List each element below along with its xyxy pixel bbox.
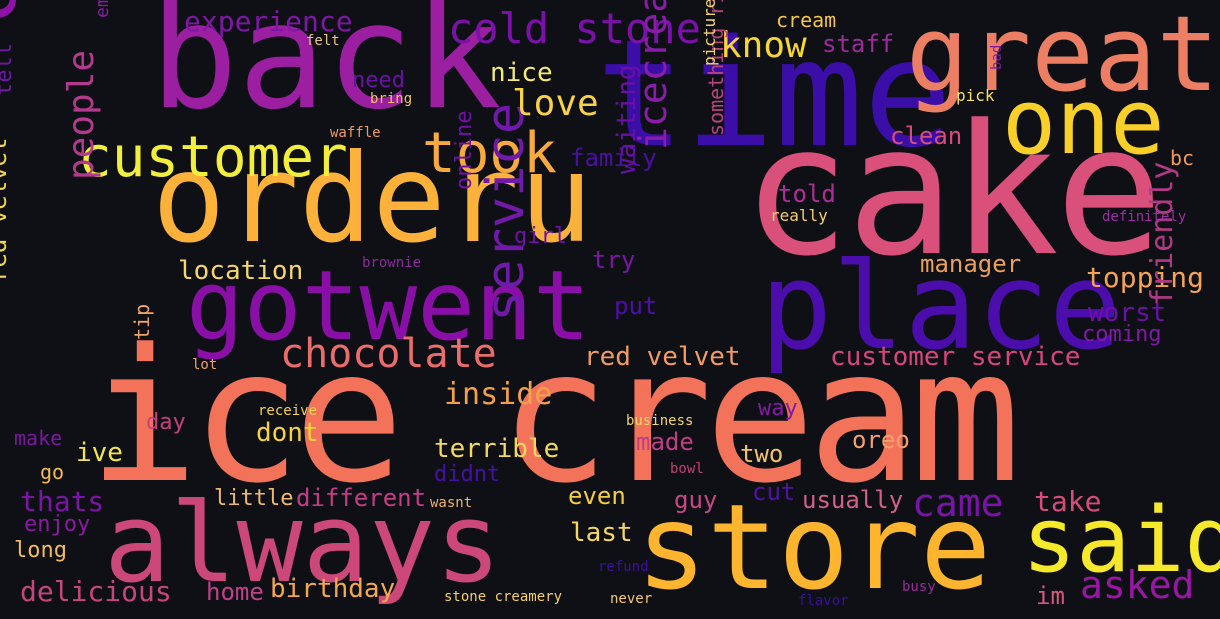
word-experience: experience: [184, 5, 353, 38]
word-birthday: birthday: [270, 574, 396, 604]
word-family: family: [570, 144, 657, 172]
word-one: one: [1002, 70, 1165, 175]
word-bad: bad: [989, 44, 1005, 70]
word-bowl: bowl: [670, 461, 704, 477]
word-receive: receive: [258, 403, 318, 419]
word-home: home: [206, 578, 264, 606]
word-felt: felt: [306, 33, 340, 49]
word-tell: tell: [0, 43, 17, 96]
word-red-velvet-vertical-visible: red velvet: [0, 137, 12, 283]
word-place: place: [760, 238, 1122, 377]
word-waiting: waiting: [612, 64, 642, 174]
word-inside: terrible: [434, 434, 560, 464]
word-coming: coming: [1082, 322, 1162, 347]
word-location: location: [178, 256, 304, 286]
word-dont: dont: [256, 418, 319, 448]
word-long: long: [14, 538, 67, 563]
word-wasnt: wasnt: [430, 495, 473, 511]
word-staff: staff: [822, 30, 895, 58]
word-said: said: [1022, 488, 1220, 593]
word-customer: customer: [78, 125, 348, 190]
word-clean: clean: [890, 122, 963, 150]
word-nice: nice: [490, 58, 553, 88]
word-never: never: [610, 591, 653, 607]
word-make: make: [14, 426, 63, 450]
word-definitely: definitely: [1102, 209, 1187, 225]
word-manager: manager: [920, 250, 1022, 278]
word-flavor: flavor: [798, 593, 849, 609]
word-way: way: [758, 396, 798, 421]
word-last: last: [570, 518, 633, 548]
word-ice-cream: ice cream: [88, 310, 1021, 524]
word-terrible: red velvet: [584, 342, 741, 372]
word-enjoy: enjoy: [24, 512, 91, 537]
word-cold-stone: cold stone: [448, 4, 701, 53]
word-gotwent: gotwent: [186, 250, 591, 362]
word-day: day: [146, 410, 186, 435]
word-back: back: [150, 0, 502, 142]
word-time: time: [596, 8, 953, 180]
word-business: business: [626, 413, 694, 429]
word-thats: thats: [20, 485, 105, 518]
word-cut: cut: [752, 478, 796, 506]
word-ordered: ordered: [0, 0, 35, 24]
word-stone-creamery: stone creamery: [444, 589, 563, 605]
word-know: know: [720, 25, 807, 66]
word-brownie: brownie: [362, 255, 422, 271]
word-told: told: [778, 180, 836, 208]
word-chocolate: chocolate: [280, 331, 497, 377]
word-little: little: [214, 486, 294, 511]
word-go: go: [40, 460, 65, 484]
word-pick: pick: [956, 86, 995, 105]
word-im: im: [1036, 582, 1065, 610]
word-ive: ive: [76, 438, 123, 468]
word-put: put: [614, 292, 658, 320]
word-picture: picture: [700, 0, 719, 66]
word-people: people: [61, 49, 102, 180]
word-employee: employee: [92, 0, 113, 18]
word-tip: tip: [130, 303, 154, 340]
word-orderu: orderu: [152, 128, 593, 270]
word-love: love: [512, 83, 599, 124]
word-busy: busy: [902, 579, 936, 595]
word-great: great: [906, 0, 1220, 115]
word-store: store: [636, 478, 992, 616]
word-take: take: [1034, 485, 1102, 518]
word-friendly: friendly: [1145, 161, 1180, 307]
word-usually: usually: [802, 486, 904, 514]
word-guy: guy: [674, 486, 718, 514]
word-lot: lot: [192, 357, 218, 373]
word-bring: bring: [370, 91, 413, 107]
word-customer-service: customer service: [830, 342, 1081, 372]
word-really: really: [770, 206, 828, 225]
word-oreo: oreo: [852, 426, 910, 454]
word-two: two: [740, 440, 784, 468]
word-cream: cream: [776, 8, 837, 32]
word-made: made: [636, 428, 694, 456]
word-waffle: waffle: [330, 125, 381, 141]
word-asked: asked: [1080, 563, 1195, 607]
word-try: try: [592, 246, 636, 274]
word-online: online: [452, 110, 477, 190]
word-topping: topping: [1086, 261, 1205, 294]
word-different: different: [296, 484, 427, 512]
word-cake: cake: [742, 87, 1163, 296]
word-came: came: [912, 481, 1004, 525]
word-even: even: [568, 482, 626, 510]
word-bc: bc: [1170, 146, 1195, 170]
word-girl: girl: [514, 224, 567, 249]
word-didnt: didnt: [434, 462, 501, 487]
word-always: always: [104, 479, 502, 607]
word-worst: worst: [1088, 298, 1167, 328]
word-refund: refund: [598, 559, 649, 575]
word-good: inside: [444, 377, 553, 412]
word-took: took: [422, 121, 557, 186]
word-delicious: delicious: [20, 575, 172, 608]
word-need: need: [352, 68, 405, 93]
